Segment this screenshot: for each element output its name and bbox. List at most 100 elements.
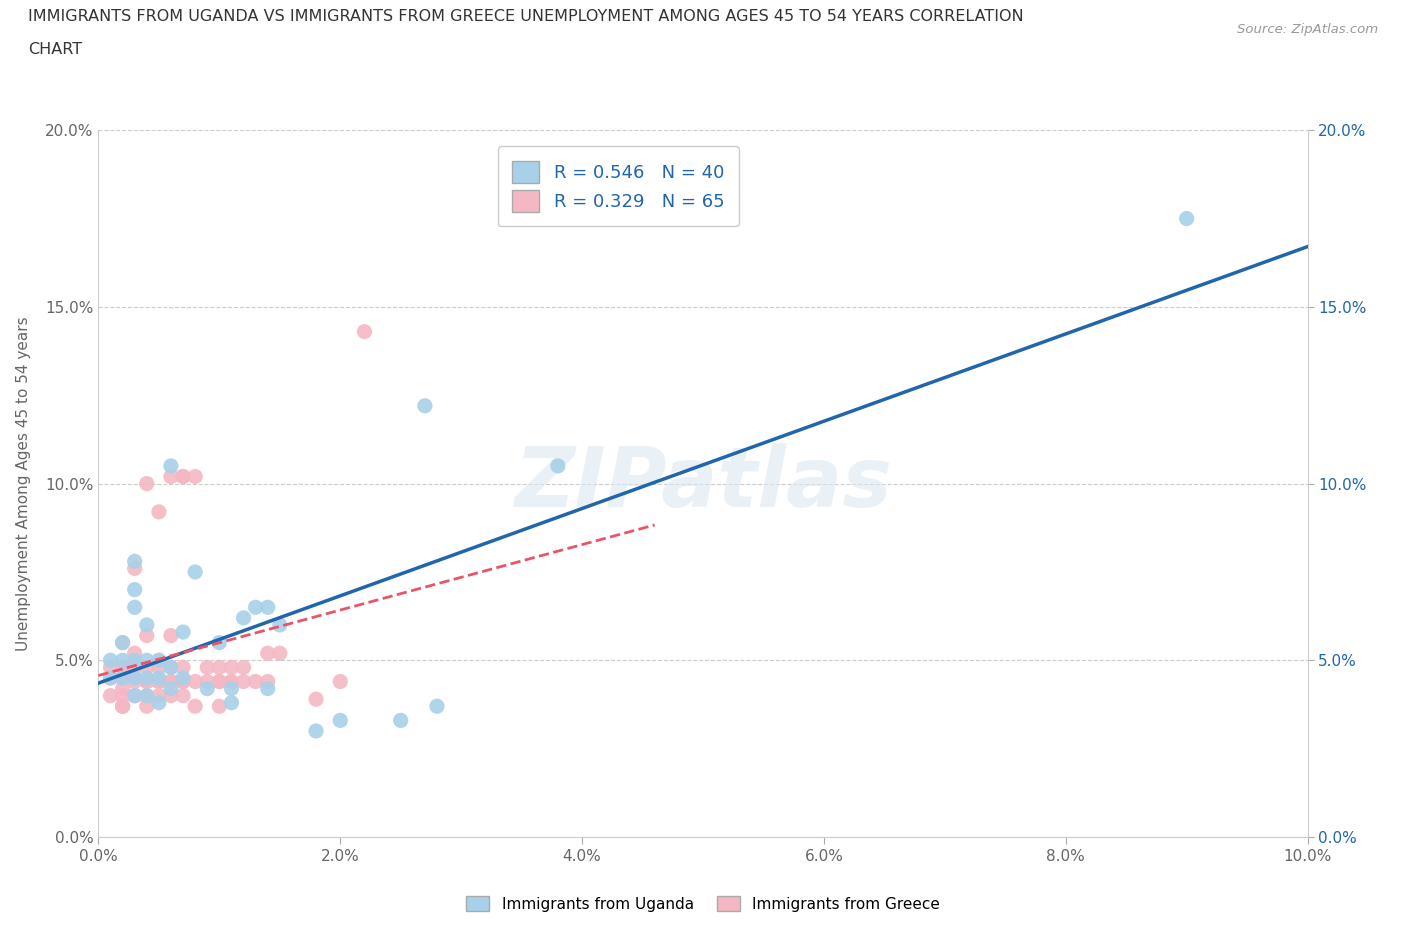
Point xyxy=(148,653,170,668)
Point xyxy=(124,653,146,668)
Point xyxy=(305,692,328,707)
Point xyxy=(111,698,134,713)
Point xyxy=(269,645,291,660)
Point xyxy=(245,600,267,615)
Point xyxy=(172,671,194,685)
Point xyxy=(160,674,183,689)
Legend: R = 0.546   N = 40, R = 0.329   N = 65: R = 0.546 N = 40, R = 0.329 N = 65 xyxy=(498,146,740,227)
Point xyxy=(111,681,134,696)
Point xyxy=(124,688,146,703)
Point xyxy=(148,504,170,519)
Point xyxy=(148,653,170,668)
Point xyxy=(100,671,122,685)
Point xyxy=(124,561,146,576)
Point xyxy=(124,582,146,597)
Point xyxy=(124,674,146,689)
Point xyxy=(232,610,254,625)
Point xyxy=(329,713,352,728)
Point xyxy=(208,698,231,713)
Point xyxy=(221,681,243,696)
Point xyxy=(111,635,134,650)
Point xyxy=(184,469,207,484)
Text: ZIPatlas: ZIPatlas xyxy=(515,443,891,525)
Point xyxy=(184,674,207,689)
Point xyxy=(389,713,412,728)
Point xyxy=(160,674,183,689)
Point xyxy=(111,671,134,685)
Point xyxy=(135,688,157,703)
Point xyxy=(172,469,194,484)
Point xyxy=(135,671,157,685)
Point xyxy=(208,660,231,675)
Point xyxy=(148,696,170,711)
Point xyxy=(160,628,183,643)
Point xyxy=(100,660,122,675)
Point xyxy=(148,674,170,689)
Point xyxy=(124,645,146,660)
Point xyxy=(124,671,146,685)
Point xyxy=(135,476,157,491)
Point xyxy=(208,674,231,689)
Point xyxy=(413,398,436,413)
Point xyxy=(208,635,231,650)
Point xyxy=(111,688,134,703)
Point xyxy=(100,688,122,703)
Point xyxy=(148,674,170,689)
Point xyxy=(172,625,194,640)
Point xyxy=(195,681,218,696)
Point xyxy=(124,688,146,703)
Point xyxy=(111,653,134,668)
Point xyxy=(124,660,146,675)
Point xyxy=(124,688,146,703)
Point xyxy=(160,681,183,696)
Point xyxy=(256,674,278,689)
Point xyxy=(245,674,267,689)
Point xyxy=(184,698,207,713)
Point xyxy=(172,674,194,689)
Text: IMMIGRANTS FROM UGANDA VS IMMIGRANTS FROM GREECE UNEMPLOYMENT AMONG AGES 45 TO 5: IMMIGRANTS FROM UGANDA VS IMMIGRANTS FRO… xyxy=(28,9,1024,24)
Legend: Immigrants from Uganda, Immigrants from Greece: Immigrants from Uganda, Immigrants from … xyxy=(460,889,946,918)
Point xyxy=(135,688,157,703)
Point xyxy=(329,674,352,689)
Point xyxy=(148,688,170,703)
Point xyxy=(184,565,207,579)
Point xyxy=(221,696,243,711)
Point xyxy=(232,674,254,689)
Y-axis label: Unemployment Among Ages 45 to 54 years: Unemployment Among Ages 45 to 54 years xyxy=(17,316,31,651)
Point xyxy=(100,671,122,685)
Point xyxy=(111,660,134,675)
Point xyxy=(221,660,243,675)
Point xyxy=(208,674,231,689)
Point xyxy=(172,688,194,703)
Point xyxy=(160,458,183,473)
Point xyxy=(269,618,291,632)
Point xyxy=(305,724,328,738)
Point xyxy=(124,671,146,685)
Point xyxy=(547,458,569,473)
Point xyxy=(111,698,134,713)
Point xyxy=(148,660,170,675)
Point xyxy=(256,681,278,696)
Point xyxy=(111,671,134,685)
Point xyxy=(135,653,157,668)
Point xyxy=(232,660,254,675)
Point xyxy=(135,618,157,632)
Text: Source: ZipAtlas.com: Source: ZipAtlas.com xyxy=(1237,23,1378,36)
Point xyxy=(195,660,218,675)
Point xyxy=(353,325,375,339)
Point xyxy=(221,674,243,689)
Point xyxy=(160,469,183,484)
Point xyxy=(135,628,157,643)
Point xyxy=(124,554,146,569)
Point xyxy=(195,674,218,689)
Point xyxy=(111,635,134,650)
Point xyxy=(172,674,194,689)
Point xyxy=(135,674,157,689)
Point xyxy=(172,469,194,484)
Point xyxy=(426,698,449,713)
Point xyxy=(1175,211,1198,226)
Point xyxy=(160,688,183,703)
Point xyxy=(256,600,278,615)
Point xyxy=(135,674,157,689)
Point xyxy=(111,671,134,685)
